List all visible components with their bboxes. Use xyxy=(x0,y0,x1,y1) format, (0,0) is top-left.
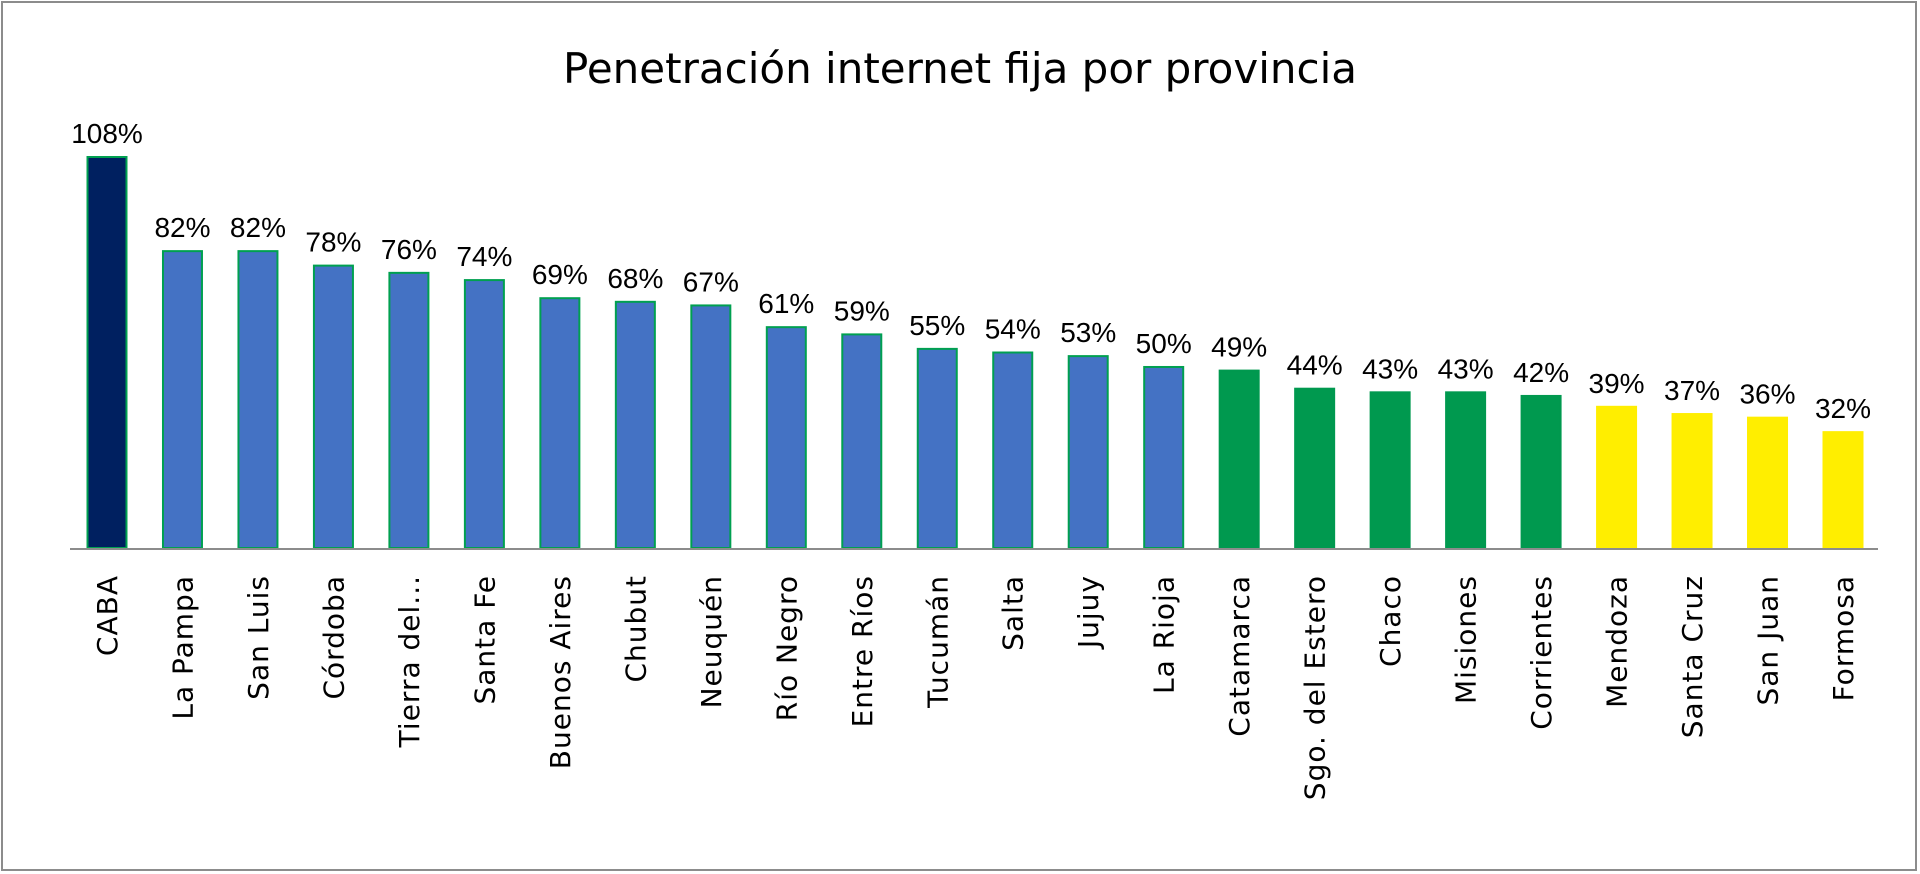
bar xyxy=(1143,365,1185,549)
category-label: Salta xyxy=(997,575,1030,651)
category-label: Entre Ríos xyxy=(846,575,879,727)
data-label: 82% xyxy=(230,212,286,243)
data-label: 108% xyxy=(71,118,143,149)
bar xyxy=(841,333,883,550)
data-label: 44% xyxy=(1287,350,1343,381)
category-label: Misiones xyxy=(1450,575,1483,704)
data-label: 53% xyxy=(1060,317,1116,348)
bar xyxy=(463,279,505,549)
category-label: Tierra del... xyxy=(393,575,426,748)
data-label: 36% xyxy=(1739,379,1795,410)
category-label: Río Negro xyxy=(770,575,803,721)
category-label: La Pampa xyxy=(166,575,199,720)
data-label: 82% xyxy=(154,212,210,243)
category-label: San Juan xyxy=(1752,575,1785,706)
bar xyxy=(1747,416,1789,549)
data-label: 43% xyxy=(1362,353,1418,384)
data-label: 32% xyxy=(1815,393,1871,424)
data-label: 69% xyxy=(532,259,588,290)
bar xyxy=(1218,369,1260,549)
category-label: Córdoba xyxy=(317,575,350,700)
data-label: 59% xyxy=(834,295,890,326)
data-label: 54% xyxy=(985,314,1041,345)
data-label: 43% xyxy=(1438,353,1494,384)
bar xyxy=(1294,387,1336,549)
bar xyxy=(1369,391,1411,549)
bar xyxy=(237,250,279,549)
category-label: Jujuy xyxy=(1072,575,1105,650)
category-label: Chaco xyxy=(1374,575,1407,667)
data-label: 50% xyxy=(1136,328,1192,359)
category-label: Neuquén xyxy=(695,575,728,708)
category-label: Catamarca xyxy=(1223,575,1256,737)
category-label: Corrientes xyxy=(1525,575,1558,730)
bar xyxy=(1445,391,1487,549)
bar xyxy=(916,347,958,550)
data-label: 61% xyxy=(758,288,814,319)
bar xyxy=(539,297,581,550)
bar xyxy=(1822,431,1864,550)
bar xyxy=(614,300,656,549)
bar xyxy=(312,264,354,549)
bar xyxy=(1596,405,1638,549)
data-label: 78% xyxy=(305,227,361,258)
category-label: La Rioja xyxy=(1148,575,1181,694)
bar xyxy=(992,351,1034,549)
category-label: Chubut xyxy=(619,575,652,683)
bar xyxy=(1671,413,1713,549)
chart-title: Penetración internet fija por provincia xyxy=(563,44,1357,93)
data-label: 42% xyxy=(1513,357,1569,388)
category-label: Santa Fe xyxy=(468,575,501,705)
bar xyxy=(161,250,203,549)
bar xyxy=(1520,394,1562,550)
bar xyxy=(765,326,807,549)
data-label: 37% xyxy=(1664,375,1720,406)
category-label: Formosa xyxy=(1827,575,1860,701)
data-label: 68% xyxy=(607,263,663,294)
data-label: 55% xyxy=(909,310,965,341)
category-label: Tucumán xyxy=(921,575,954,709)
bar xyxy=(86,156,128,549)
data-label: 76% xyxy=(381,234,437,265)
data-label: 49% xyxy=(1211,332,1267,363)
category-label: San Luis xyxy=(242,575,275,700)
bar xyxy=(388,271,430,549)
data-label: 74% xyxy=(456,241,512,272)
category-label: Santa Cruz xyxy=(1676,575,1709,738)
bar xyxy=(1067,355,1109,549)
data-label: 67% xyxy=(683,266,739,297)
category-label: Mendoza xyxy=(1601,575,1634,708)
bar xyxy=(690,304,732,549)
data-label: 39% xyxy=(1589,368,1645,399)
category-label: CABA xyxy=(91,575,124,656)
category-label: Sgo. del Estero xyxy=(1299,575,1332,800)
category-label: Buenos Aires xyxy=(544,575,577,769)
